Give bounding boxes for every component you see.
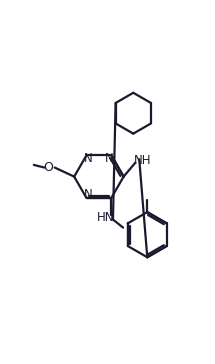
Text: N: N [105, 153, 114, 165]
Text: O: O [44, 161, 54, 174]
Text: N: N [84, 153, 93, 165]
Text: HN: HN [97, 211, 114, 224]
Text: NH: NH [134, 154, 151, 167]
Text: N: N [84, 188, 93, 201]
